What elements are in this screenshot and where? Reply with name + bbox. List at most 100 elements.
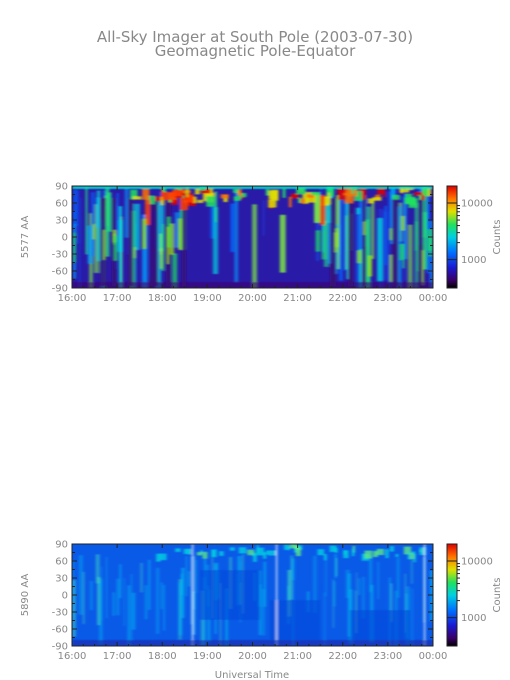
heatmap-cell — [144, 585, 148, 620]
heatmap-cell — [72, 560, 75, 617]
y-tick-label: 90 — [55, 540, 68, 551]
heatmap-cell — [399, 244, 404, 261]
heatmap-cell — [92, 224, 96, 240]
heatmap-cell — [253, 553, 257, 562]
heatmap-cell — [270, 600, 320, 640]
heatmap-cell — [162, 192, 176, 200]
heatmap-cell — [409, 552, 415, 560]
colorbar-tick-label: 1000 — [461, 255, 486, 266]
heatmap-cell — [409, 196, 416, 206]
heatmap-cell — [302, 193, 309, 204]
heatmap-cell — [160, 582, 163, 610]
x-tick-label: 23:00 — [373, 293, 402, 304]
heatmap-cell — [182, 198, 186, 286]
heatmap-cell — [411, 557, 413, 584]
heatmap-cell — [348, 198, 353, 286]
heatmap-cell — [155, 567, 160, 634]
heatmap-cell — [150, 198, 158, 286]
heatmap-cell — [389, 254, 392, 282]
heatmap-cell — [183, 548, 190, 554]
heatmap-cell — [333, 581, 336, 607]
heatmap-cell — [172, 190, 182, 196]
heatmap-cell — [87, 225, 94, 264]
heatmap-cell — [344, 193, 354, 204]
panel-5890: 16:00 17:00 18:00 19:00 20:00 21:00 22:00 23:00… — [20, 540, 503, 680]
heatmap-cell — [348, 186, 358, 197]
y-tick-label: 30 — [55, 216, 68, 227]
y-tick-label: 90 — [55, 182, 68, 193]
heatmap-cell — [142, 188, 150, 200]
colorbar-frame — [446, 543, 458, 647]
heatmap-cell — [262, 200, 265, 236]
heatmap-cell — [382, 186, 386, 197]
heatmap-cell — [418, 198, 423, 286]
heatmap-cell — [159, 553, 167, 561]
heatmap-cell — [133, 203, 140, 251]
heatmap-cell — [291, 193, 299, 199]
heatmap-cell — [172, 253, 178, 288]
y-tick-label: 60 — [55, 199, 68, 210]
heatmap-cell — [295, 547, 301, 557]
heatmap-cell — [313, 555, 317, 613]
heatmap-cell — [414, 198, 417, 251]
heatmap-cell — [118, 206, 123, 288]
heatmap-cell — [323, 553, 327, 561]
heatmap-cell — [148, 559, 151, 610]
y-tick-label: 0 — [62, 591, 68, 602]
heatmap-cell — [73, 189, 78, 227]
heatmap-cell — [358, 578, 361, 596]
heatmap-cell — [376, 548, 385, 555]
heatmap-cell — [363, 221, 366, 236]
heatmap-cell — [359, 201, 363, 250]
heatmap-cell — [112, 592, 116, 616]
heatmap-cell — [405, 193, 412, 205]
heatmap-cell — [177, 218, 182, 250]
heatmap-cell — [78, 197, 81, 288]
heatmap-cell — [140, 562, 143, 593]
heatmap-cell — [82, 571, 85, 625]
heatmap-cell — [411, 588, 413, 646]
heatmap-cell — [423, 212, 428, 270]
heatmap-cell — [238, 189, 242, 196]
colorbar-tick-label: 1000 — [461, 613, 486, 624]
heatmap-cell — [287, 569, 292, 617]
heatmap-cell — [389, 546, 394, 552]
heatmap-cell — [377, 186, 385, 195]
heatmap-cell — [317, 549, 325, 556]
heatmap-cell — [76, 190, 80, 244]
heatmap-cell — [339, 196, 343, 281]
heatmap-cell — [371, 199, 375, 259]
heatmap-cell — [369, 555, 373, 593]
heatmap-cell — [367, 255, 373, 277]
heatmap-cell — [185, 198, 194, 206]
heatmap-cell — [232, 189, 240, 193]
heatmap-cell — [377, 562, 379, 600]
heatmap-cell — [350, 610, 410, 640]
heatmap-cell — [237, 193, 247, 198]
heatmap-cell — [124, 188, 129, 238]
heatmap-cell — [385, 549, 389, 559]
heatmap-cell — [282, 188, 286, 198]
y-axis-label: 5890 AA — [20, 574, 31, 617]
heatmap-cell — [421, 250, 424, 286]
heatmap-cell — [315, 230, 321, 252]
heatmap-cell — [291, 558, 295, 581]
heatmap-cell — [162, 187, 167, 193]
x-tick-label: 19:00 — [193, 651, 222, 662]
heatmap-cell — [268, 550, 276, 556]
x-tick-label: 17:00 — [103, 651, 132, 662]
heatmap-cell — [421, 195, 428, 238]
heatmap-cell — [145, 200, 150, 225]
heatmap-cell — [256, 547, 264, 556]
heatmap-cell — [428, 235, 432, 257]
heatmap-cell — [362, 576, 365, 619]
heatmap-cell — [178, 582, 183, 636]
heatmap-cell — [156, 553, 161, 562]
heatmap-cell — [343, 186, 352, 196]
heatmap-cell — [90, 580, 93, 611]
heatmap-cell — [345, 569, 350, 599]
heatmap-cell — [372, 197, 382, 201]
heatmap-cell — [413, 553, 416, 563]
heatmap-cell — [200, 570, 260, 620]
y-tick-label: 60 — [55, 557, 68, 568]
